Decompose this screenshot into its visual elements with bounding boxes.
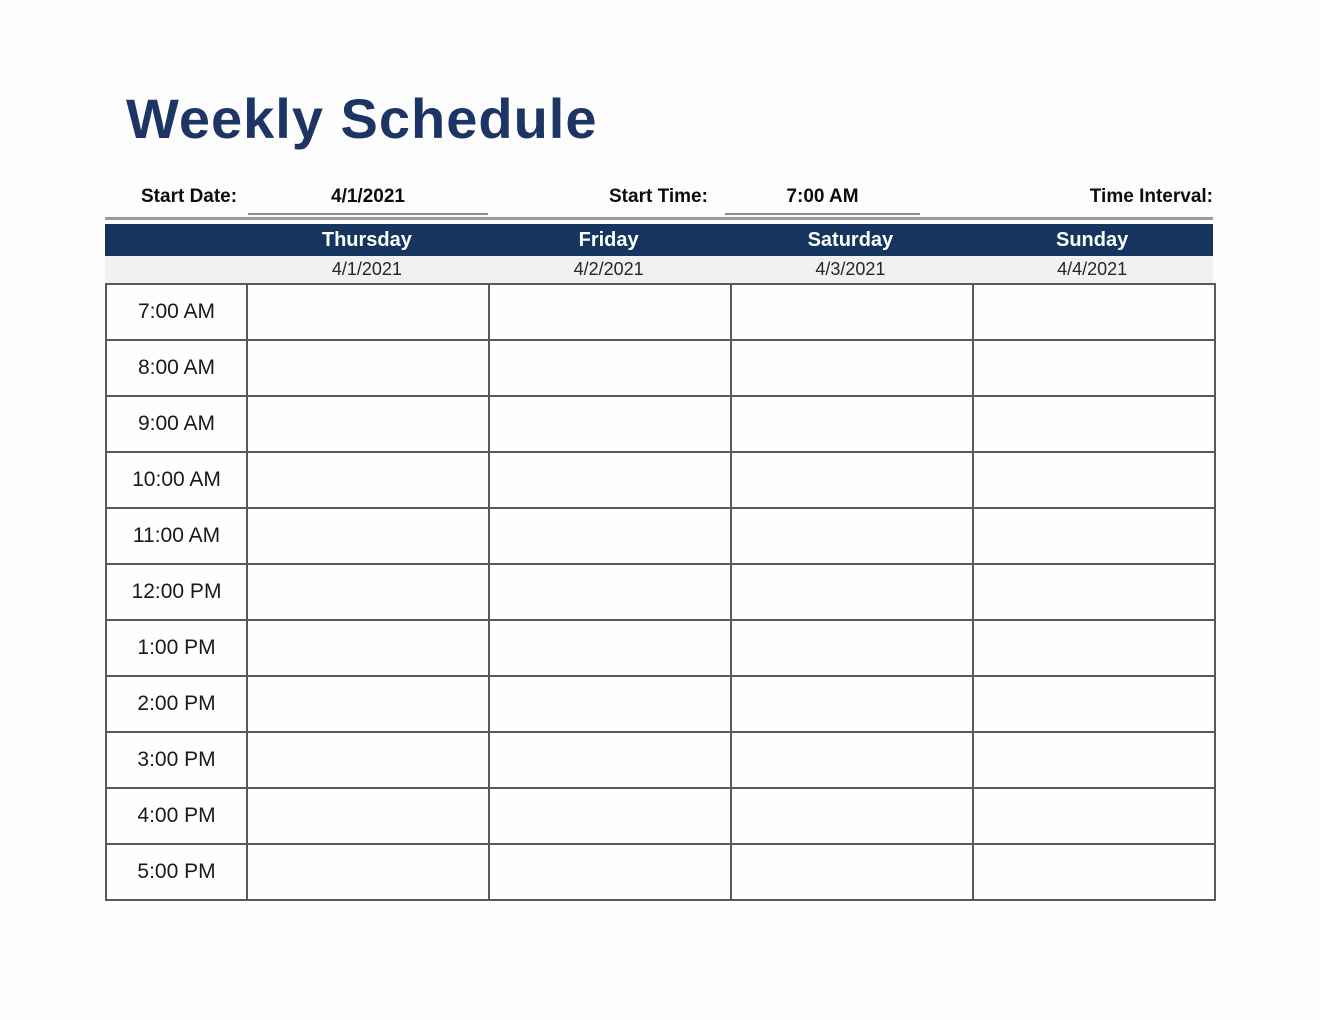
schedule-cell[interactable] <box>972 787 1216 845</box>
schedule-cell[interactable] <box>488 843 732 901</box>
time-label: 3:00 PM <box>105 731 248 789</box>
schedule-grid: 7:00 AM 8:00 AM 9:00 AM 10 <box>105 283 1216 901</box>
divider-rule <box>105 217 1213 220</box>
start-time-label: Start Time: <box>609 186 708 207</box>
schedule-cell[interactable] <box>246 675 490 733</box>
schedule-cell[interactable] <box>972 675 1216 733</box>
schedule-cell[interactable] <box>730 787 974 845</box>
schedule-cell[interactable] <box>730 731 974 789</box>
date-cell-thursday: 4/1/2021 <box>331 259 402 279</box>
schedule-cell[interactable] <box>246 787 490 845</box>
schedule-cell[interactable] <box>730 339 974 397</box>
schedule-row: 5:00 PM <box>105 843 1216 901</box>
schedule-cell[interactable] <box>730 843 974 901</box>
time-label: 5:00 PM <box>105 843 248 901</box>
schedule-cell[interactable] <box>488 619 732 677</box>
schedule-cell[interactable] <box>488 395 732 453</box>
schedule-cell[interactable] <box>972 563 1216 621</box>
date-cell-saturday: 4/3/2021 <box>815 259 886 279</box>
time-label: 9:00 AM <box>105 395 248 453</box>
time-label: 12:00 PM <box>105 563 248 621</box>
day-header-thursday: Thursday <box>321 228 412 251</box>
schedule-cell[interactable] <box>246 339 490 397</box>
schedule-cell[interactable] <box>246 619 490 677</box>
schedule-row: 1:00 PM <box>105 619 1216 677</box>
schedule-cell[interactable] <box>972 731 1216 789</box>
time-label: 7:00 AM <box>105 283 248 341</box>
schedule-cell[interactable] <box>730 619 974 677</box>
schedule-cell[interactable] <box>488 339 732 397</box>
schedule-row: 7:00 AM <box>105 283 1216 341</box>
time-label: 1:00 PM <box>105 619 248 677</box>
day-header-saturday: Saturday <box>807 228 894 251</box>
date-row: 4/1/2021 4/2/2021 4/3/2021 4/4/2021 <box>105 256 1213 283</box>
schedule-cell[interactable] <box>488 283 732 341</box>
day-header-row: Thursday Friday Saturday Sunday <box>105 224 1213 256</box>
schedule-row: 12:00 PM <box>105 563 1216 621</box>
day-header-friday: Friday <box>578 228 639 251</box>
schedule-row: 8:00 AM <box>105 339 1216 397</box>
schedule-cell[interactable] <box>730 563 974 621</box>
page-title: Weekly Schedule <box>126 87 598 150</box>
schedule-row: 3:00 PM <box>105 731 1216 789</box>
schedule-cell[interactable] <box>972 619 1216 677</box>
schedule-cell[interactable] <box>488 675 732 733</box>
schedule-cell[interactable] <box>488 451 732 509</box>
date-cell-friday: 4/2/2021 <box>573 259 644 279</box>
schedule-cell[interactable] <box>246 507 490 565</box>
schedule-cell[interactable] <box>972 507 1216 565</box>
schedule-cell[interactable] <box>246 283 490 341</box>
start-time-field[interactable]: 7:00 AM <box>725 186 920 215</box>
schedule-cell[interactable] <box>972 283 1216 341</box>
info-row: Start Date: 4/1/2021 Start Time: 7:00 AM… <box>105 184 1213 215</box>
time-label: 8:00 AM <box>105 339 248 397</box>
schedule-cell[interactable] <box>730 395 974 453</box>
schedule-cell[interactable] <box>246 843 490 901</box>
schedule-cell[interactable] <box>730 283 974 341</box>
schedule-cell[interactable] <box>246 731 490 789</box>
start-date-field[interactable]: 4/1/2021 <box>248 186 488 215</box>
schedule-cell[interactable] <box>972 843 1216 901</box>
time-interval-label: Time Interval: <box>1089 186 1213 207</box>
start-date-label: Start Date: <box>141 186 238 207</box>
time-label: 2:00 PM <box>105 675 248 733</box>
schedule-cell[interactable] <box>972 339 1216 397</box>
schedule-row: 4:00 PM <box>105 787 1216 845</box>
schedule-cell[interactable] <box>972 395 1216 453</box>
schedule-cell[interactable] <box>972 451 1216 509</box>
day-header-sunday: Sunday <box>1056 228 1129 251</box>
schedule-row: 10:00 AM <box>105 451 1216 509</box>
schedule-cell[interactable] <box>730 507 974 565</box>
schedule-row: 2:00 PM <box>105 675 1216 733</box>
schedule-cell[interactable] <box>488 787 732 845</box>
schedule-cell[interactable] <box>246 451 490 509</box>
schedule-cell[interactable] <box>488 563 732 621</box>
schedule-cell[interactable] <box>730 451 974 509</box>
schedule-cell[interactable] <box>488 507 732 565</box>
schedule-cell[interactable] <box>730 675 974 733</box>
schedule-cell[interactable] <box>246 395 490 453</box>
schedule-row: 11:00 AM <box>105 507 1216 565</box>
schedule-cell[interactable] <box>488 731 732 789</box>
time-label: 10:00 AM <box>105 451 248 509</box>
schedule-row: 9:00 AM <box>105 395 1216 453</box>
time-label: 11:00 AM <box>105 507 248 565</box>
time-label: 4:00 PM <box>105 787 248 845</box>
schedule-cell[interactable] <box>246 563 490 621</box>
date-cell-sunday: 4/4/2021 <box>1057 259 1128 279</box>
